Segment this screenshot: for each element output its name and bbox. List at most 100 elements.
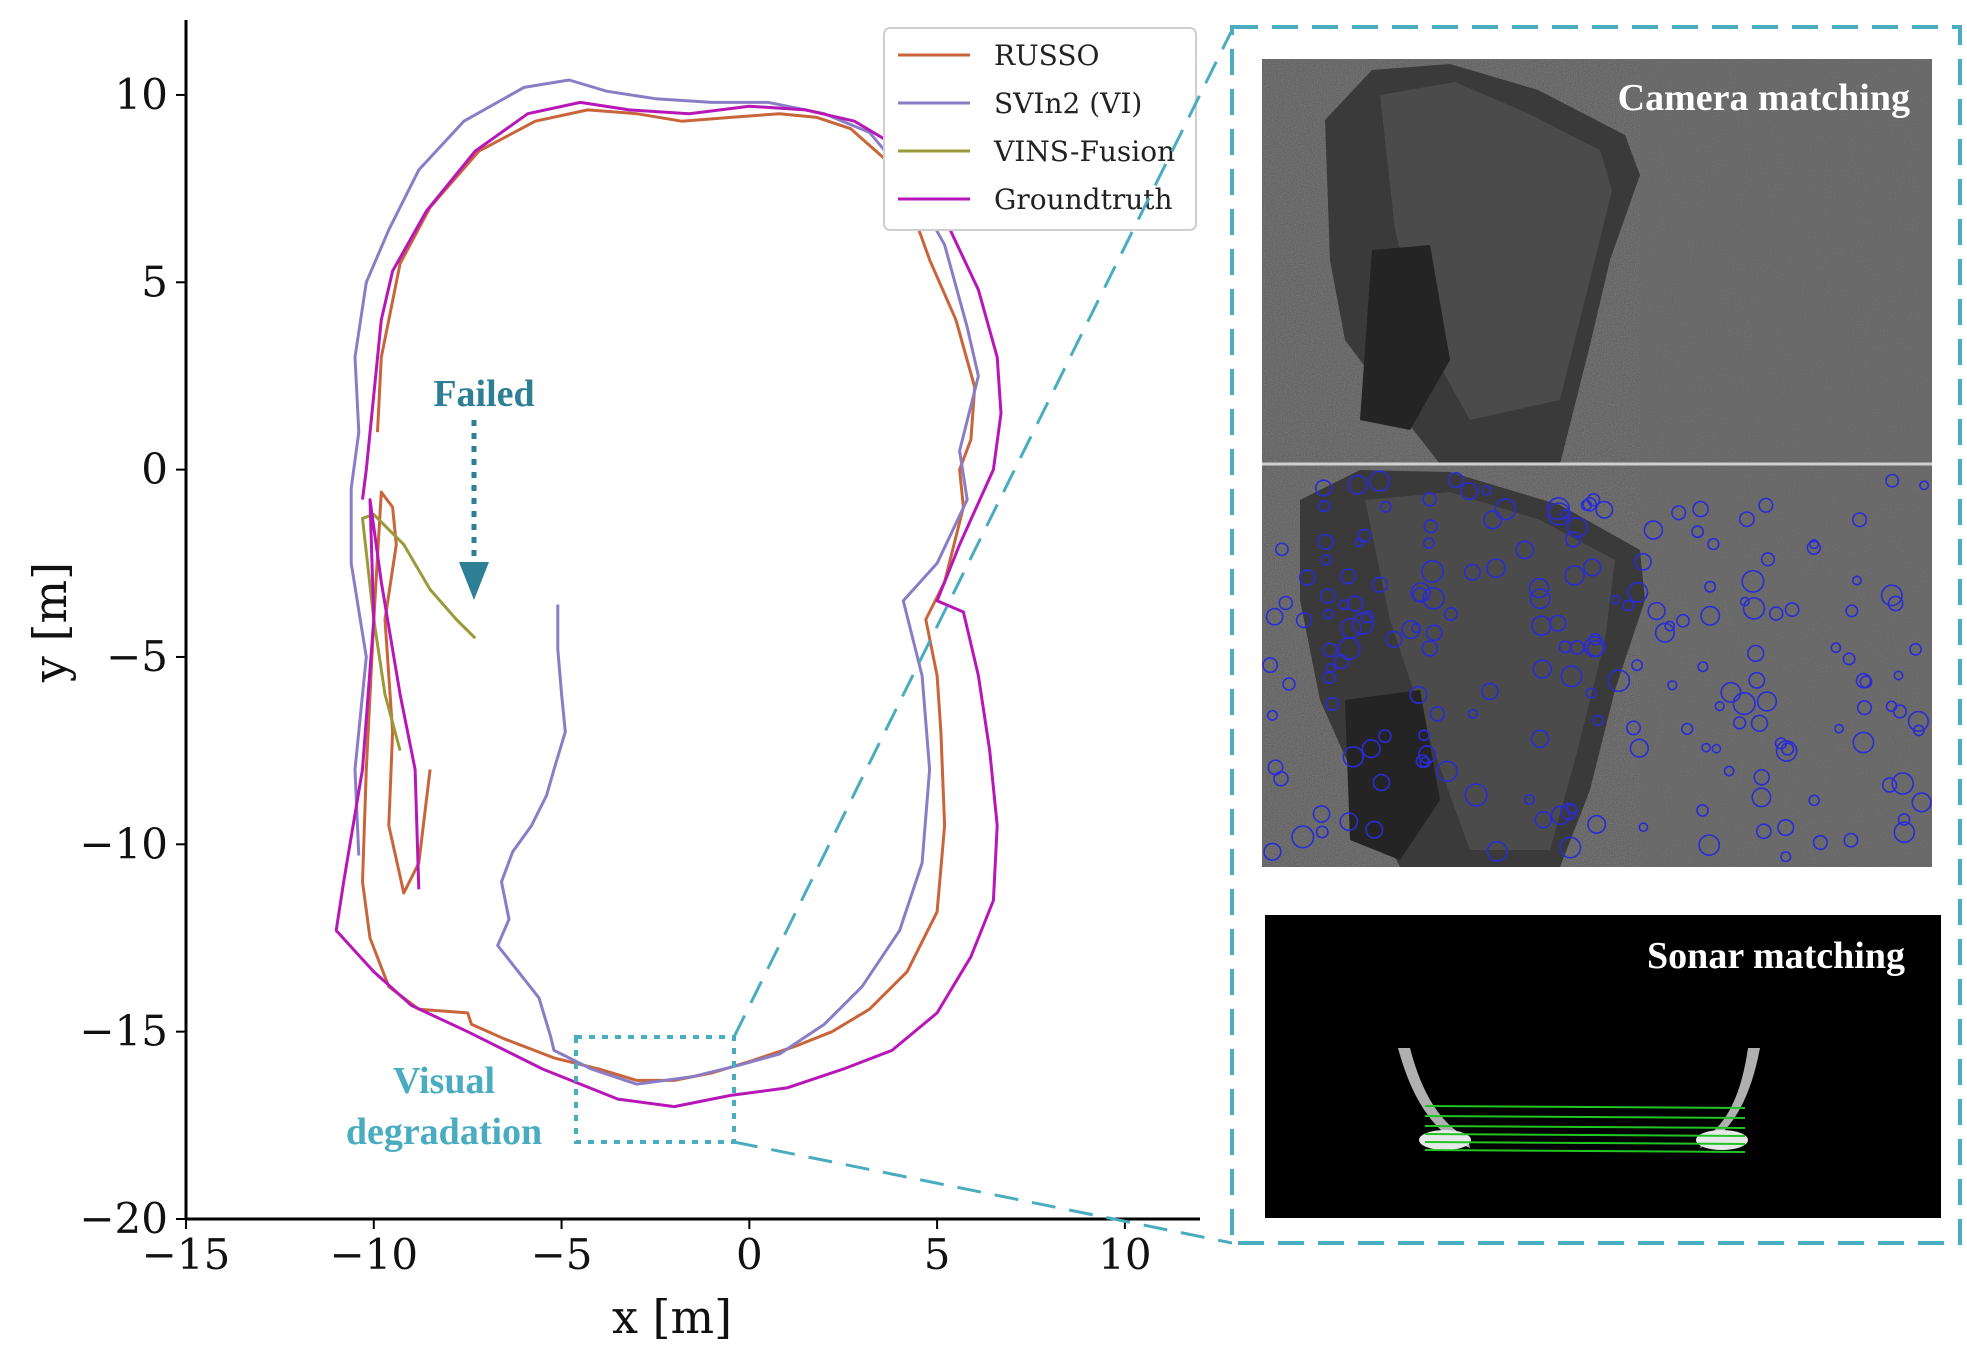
- feature-circle: [1566, 517, 1588, 538]
- feature-circle: [1834, 723, 1844, 734]
- failed-annotation: Failed: [433, 373, 535, 600]
- feature-circle: [1324, 696, 1340, 712]
- feature-circle: [1585, 687, 1597, 699]
- visual-label-line1: Visual: [393, 1060, 495, 1102]
- feature-circle: [1422, 587, 1445, 610]
- feature-circle: [1723, 765, 1735, 777]
- feature-circle: [1588, 633, 1602, 646]
- feature-circle: [1777, 818, 1795, 837]
- feature-circle: [1595, 500, 1614, 519]
- feature-circle: [1698, 834, 1721, 857]
- x-tick-label: 0: [736, 1230, 763, 1279]
- feature-circle: [1322, 642, 1338, 658]
- feature-circle: [1340, 617, 1362, 639]
- feature-circle: [1266, 709, 1278, 721]
- y-tick-label: 10: [115, 70, 168, 119]
- series-layer: [334, 78, 1003, 1109]
- feature-circle: [1696, 804, 1709, 817]
- feature-circle: [1881, 777, 1898, 793]
- feature-circle: [1887, 595, 1904, 612]
- legend-label: SVIn2 (VI): [994, 87, 1142, 120]
- feature-circle: [1741, 569, 1765, 593]
- feature-circle: [1486, 840, 1508, 862]
- feature-circle: [1692, 500, 1709, 518]
- feature-circle: [1893, 821, 1916, 844]
- feature-circle: [1919, 480, 1930, 491]
- feature-circle: [1707, 537, 1720, 551]
- feature-circle: [1843, 832, 1859, 848]
- feature-circle: [1647, 601, 1666, 621]
- feature-circle: [1859, 675, 1873, 689]
- sonar-fan-right: [1700, 1048, 1760, 1148]
- feature-circle: [1529, 588, 1551, 610]
- feature-circle: [1627, 581, 1649, 603]
- feature-circle: [1587, 814, 1607, 834]
- y-axis-label: y [m]: [23, 562, 77, 683]
- feature-circle: [1852, 731, 1875, 754]
- feature-circle: [1697, 661, 1709, 673]
- feature-circle: [1784, 602, 1800, 618]
- feature-circle: [1748, 671, 1766, 689]
- feature-circle: [1481, 682, 1499, 701]
- camera-matching-image: Camera matching: [1262, 59, 1932, 867]
- y-tick-label: −10: [79, 819, 168, 868]
- visual-degradation-annotation: Visual degradation: [346, 1035, 736, 1153]
- feature-circle: [1586, 639, 1605, 658]
- x-tick-label: −15: [142, 1230, 231, 1279]
- feature-circle: [1412, 587, 1428, 603]
- feature-circle: [1842, 652, 1856, 666]
- feature-circle: [1418, 729, 1430, 742]
- feature-circle: [1361, 738, 1381, 759]
- degradation-box: [574, 1035, 736, 1144]
- feature-circle: [1360, 610, 1374, 624]
- feature-circle: [1891, 772, 1914, 795]
- feature-circle: [1746, 644, 1765, 663]
- feature-circle: [1610, 594, 1621, 605]
- failed-label: Failed: [433, 373, 534, 415]
- feature-circle: [1808, 794, 1820, 807]
- sonar-blob-left: [1419, 1130, 1471, 1150]
- x-tick-label: 5: [924, 1230, 951, 1279]
- feature-circle: [1564, 565, 1585, 586]
- series-line-2: [361, 513, 477, 751]
- feature-circle: [1282, 677, 1296, 691]
- feature-circle: [1467, 708, 1479, 720]
- feature-circle: [1893, 670, 1904, 681]
- feature-circle: [1312, 805, 1331, 823]
- feature-circle: [1317, 533, 1334, 551]
- feature-circle: [1569, 640, 1585, 655]
- y-ticks: −20 −15 −10 −5 0 5 10: [79, 70, 186, 1243]
- y-tick-label: 5: [141, 257, 168, 306]
- feature-circle: [1483, 510, 1503, 530]
- feature-circle: [1342, 745, 1365, 768]
- feature-circle: [1830, 642, 1842, 654]
- feature-circle: [1263, 842, 1282, 861]
- series-line-1: [349, 78, 980, 1086]
- feature-circle: [1671, 505, 1687, 521]
- feature-circle: [1774, 737, 1788, 750]
- feature-circle: [1760, 552, 1776, 567]
- feature-circle: [1880, 584, 1903, 607]
- feature-circle: [1720, 681, 1742, 703]
- feature-circle: [1592, 714, 1605, 727]
- feature-circle: [1664, 620, 1676, 632]
- sonar-match-line: [1424, 1125, 1746, 1129]
- feature-circle: [1704, 580, 1717, 593]
- sonar-match-line: [1424, 1115, 1746, 1119]
- camera-matching-title: Camera matching: [1618, 77, 1910, 119]
- feature-circle: [1339, 812, 1359, 832]
- feature-circle: [1582, 497, 1598, 512]
- feature-circle: [1464, 783, 1488, 807]
- feature-circle: [1532, 659, 1553, 679]
- feature-circle: [1371, 576, 1388, 593]
- feature-circle: [1262, 657, 1279, 674]
- feature-circle: [1275, 542, 1289, 557]
- sonar-background: [1265, 915, 1941, 1218]
- feature-circle: [1411, 623, 1422, 634]
- feature-circle: [1732, 691, 1756, 716]
- legend-label: RUSSO: [994, 39, 1100, 72]
- feature-circle: [1494, 498, 1517, 521]
- feature-circle: [1643, 520, 1664, 540]
- feature-circle: [1323, 608, 1334, 620]
